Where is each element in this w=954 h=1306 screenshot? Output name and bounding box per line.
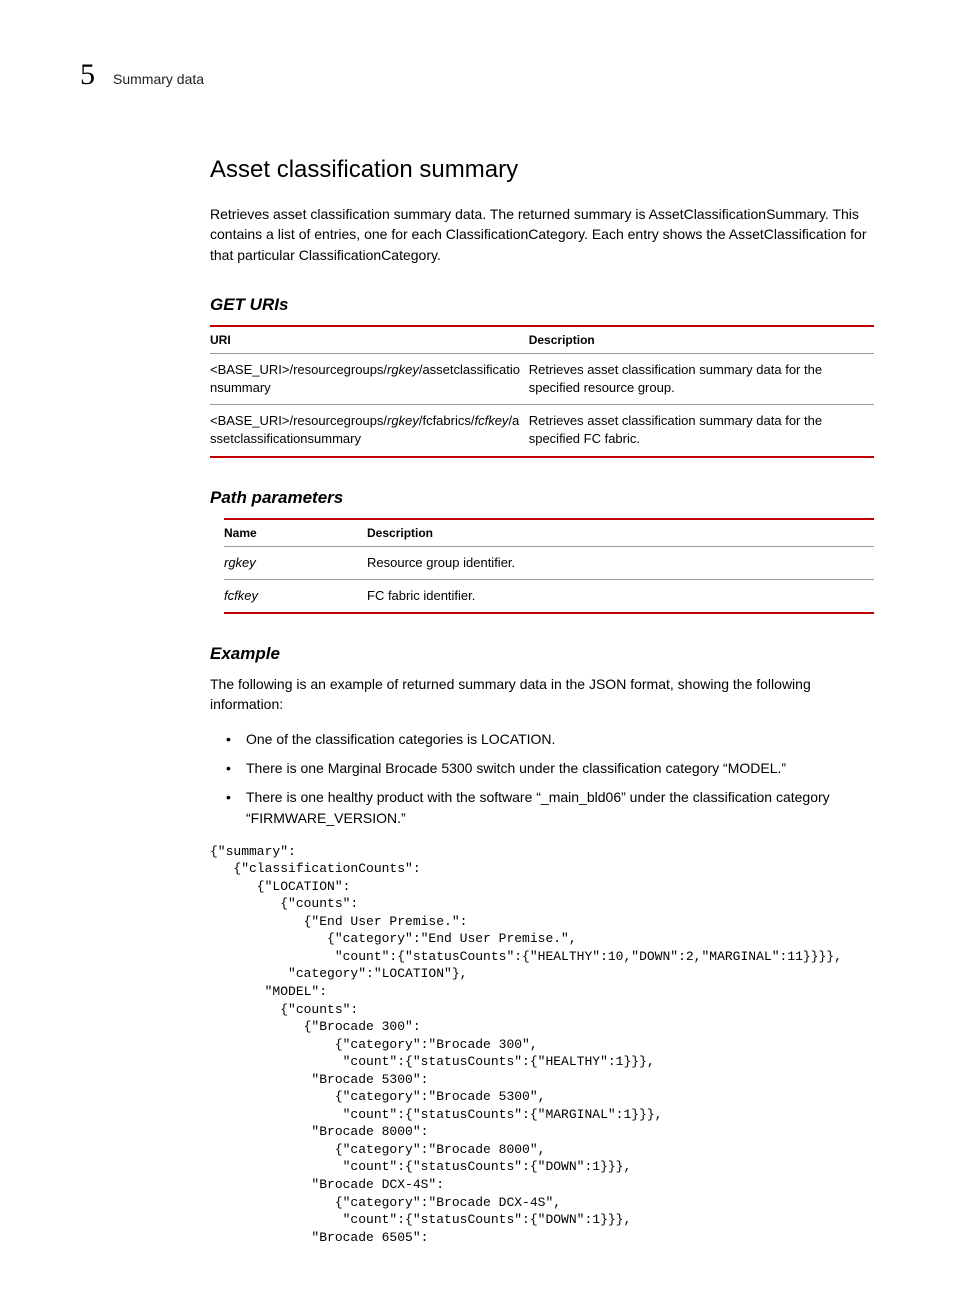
chapter-title: Summary data	[113, 65, 204, 87]
page-header: 5 Summary data	[80, 58, 874, 92]
example-text: The following is an example of returned …	[210, 674, 874, 715]
uri-cell: <BASE_URI>/resourcegroups/rgkey/assetcla…	[210, 353, 529, 404]
list-item: There is one Marginal Brocade 5300 switc…	[230, 758, 874, 779]
param-description-cell: FC fabric identifier.	[367, 579, 874, 613]
param-name-cell: fcfkey	[224, 579, 367, 613]
content: Asset classification summary Retrieves a…	[210, 156, 874, 1246]
path-params-heading: Path parameters	[210, 488, 874, 508]
example-bullets: One of the classification categories is …	[210, 729, 874, 829]
col-uri: URI	[210, 326, 529, 354]
param-name-cell: rgkey	[224, 546, 367, 579]
table-row: fcfkeyFC fabric identifier.	[224, 579, 874, 613]
param-description-cell: Resource group identifier.	[367, 546, 874, 579]
table-row: <BASE_URI>/resourcegroups/rgkey/assetcla…	[210, 353, 874, 404]
list-item: There is one healthy product with the so…	[230, 787, 874, 829]
col-pdescription: Description	[367, 519, 874, 547]
table-row: <BASE_URI>/resourcegroups/rgkey/fcfabric…	[210, 405, 874, 457]
example-heading: Example	[210, 644, 874, 664]
section-intro: Retrieves asset classification summary d…	[210, 204, 874, 265]
chapter-number: 5	[80, 58, 95, 92]
col-name: Name	[224, 519, 367, 547]
example-code: {"summary": {"classificationCounts": {"L…	[80, 843, 874, 1247]
description-cell: Retrieves asset classification summary d…	[529, 405, 874, 457]
get-uris-heading: GET URIs	[210, 295, 874, 315]
col-description: Description	[529, 326, 874, 354]
path-params-table: Name Description rgkeyResource group ide…	[224, 518, 874, 614]
section-title: Asset classification summary	[210, 156, 874, 184]
table-row: rgkeyResource group identifier.	[224, 546, 874, 579]
uri-cell: <BASE_URI>/resourcegroups/rgkey/fcfabric…	[210, 405, 529, 457]
description-cell: Retrieves asset classification summary d…	[529, 353, 874, 404]
get-uris-table: URI Description <BASE_URI>/resourcegroup…	[210, 325, 874, 458]
list-item: One of the classification categories is …	[230, 729, 874, 750]
